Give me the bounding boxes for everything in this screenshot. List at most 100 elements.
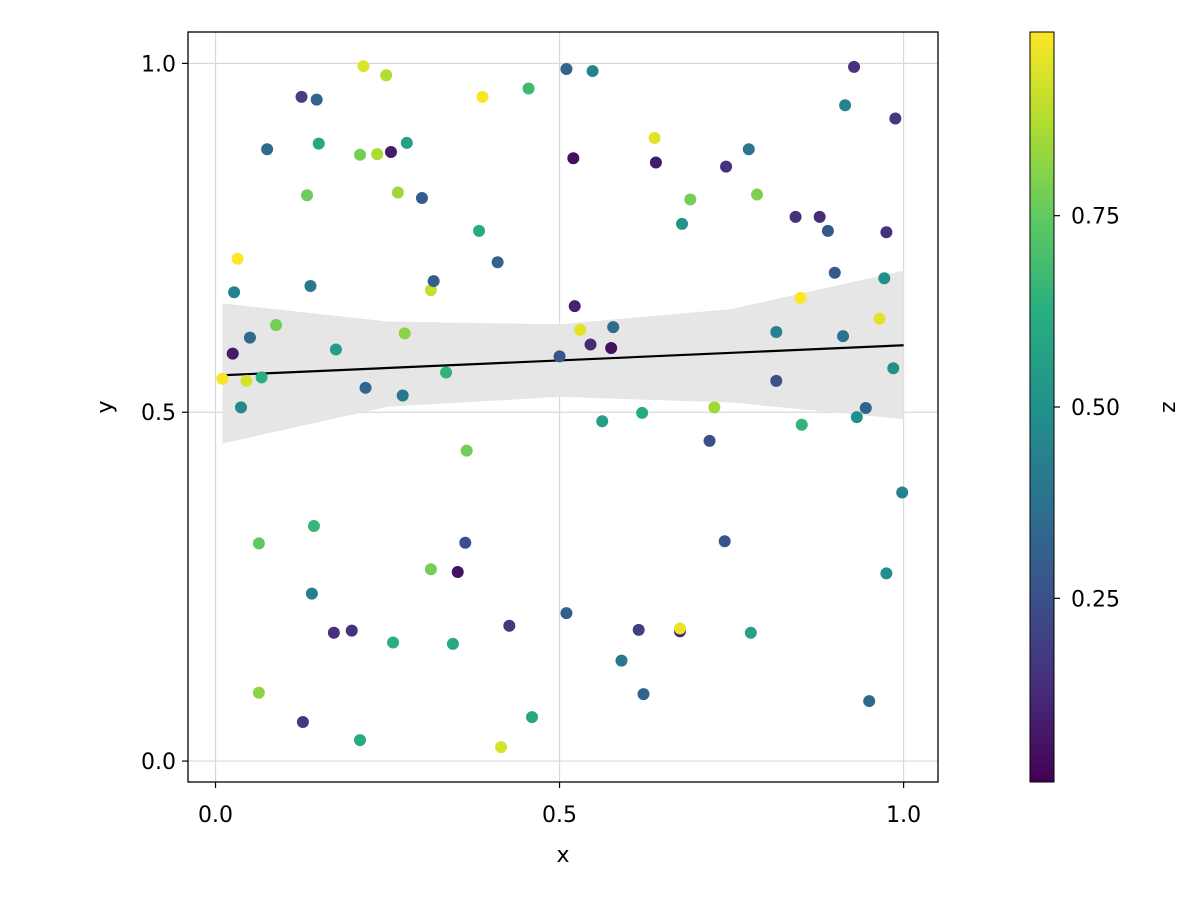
data-point: [359, 381, 372, 394]
data-point: [684, 193, 697, 206]
data-point: [396, 389, 409, 402]
data-point: [307, 519, 320, 532]
data-point: [503, 619, 516, 632]
data-point: [720, 160, 733, 173]
data-point: [896, 486, 909, 499]
data-point: [553, 350, 566, 363]
y-tick-label: 0.0: [141, 750, 176, 775]
data-point: [459, 536, 472, 549]
y-axis: 0.0 0.5 1.0: [141, 52, 188, 775]
data-point: [252, 686, 265, 699]
x-tick-label: 0.0: [198, 803, 233, 828]
colorbar-tick-label: 0.75: [1071, 205, 1120, 230]
data-point: [889, 112, 902, 125]
data-point: [813, 210, 826, 223]
data-point: [567, 152, 580, 165]
data-point: [837, 330, 850, 343]
data-point: [354, 148, 367, 161]
data-point: [451, 566, 464, 578]
data-point: [708, 401, 721, 414]
data-point: [301, 189, 314, 202]
data-point: [424, 563, 437, 576]
data-point: [568, 300, 581, 313]
data-point: [526, 711, 539, 724]
data-point: [586, 65, 599, 78]
colorbar-tick-label: 0.25: [1071, 587, 1120, 612]
data-points: [216, 60, 909, 754]
data-point: [522, 82, 535, 95]
data-point: [615, 654, 628, 667]
data-point: [371, 148, 384, 161]
data-point: [795, 418, 808, 431]
data-point: [304, 279, 317, 292]
data-point: [476, 90, 489, 103]
data-point: [231, 252, 244, 265]
data-point: [460, 444, 473, 457]
data-point: [607, 321, 620, 334]
data-point: [887, 362, 900, 375]
data-point: [718, 535, 731, 548]
data-point: [596, 415, 609, 428]
data-point: [424, 284, 437, 297]
data-point: [234, 401, 247, 414]
data-point: [859, 402, 872, 415]
data-point: [345, 624, 358, 637]
data-point: [440, 366, 453, 379]
data-point: [312, 137, 325, 150]
data-point: [261, 143, 274, 156]
data-point: [863, 695, 876, 708]
data-point: [427, 275, 440, 288]
data-point: [216, 372, 229, 385]
data-point: [240, 374, 253, 387]
x-tick-label: 0.5: [542, 803, 577, 828]
data-point: [828, 266, 841, 279]
data-point: [673, 622, 686, 635]
data-point: [255, 371, 268, 384]
data-point: [880, 567, 893, 580]
data-point: [305, 587, 318, 600]
y-tick-label: 0.5: [141, 401, 176, 426]
y-axis-label: y: [93, 400, 118, 413]
data-point: [329, 343, 342, 356]
data-point: [632, 623, 645, 636]
data-point: [310, 93, 323, 106]
data-point: [770, 326, 783, 338]
data-point: [703, 434, 716, 447]
data-point: [473, 224, 486, 237]
data-point: [357, 60, 370, 73]
data-point: [560, 607, 573, 620]
data-point: [878, 272, 891, 285]
x-axis: 0.0 0.5 1.0: [198, 782, 921, 828]
data-point: [380, 69, 393, 82]
data-point: [327, 626, 340, 639]
data-point: [770, 374, 783, 387]
data-point: [391, 186, 404, 199]
colorbar-label: z: [1157, 401, 1182, 413]
data-point: [880, 226, 893, 239]
data-point: [354, 734, 367, 747]
data-point: [742, 143, 755, 156]
data-point: [228, 286, 241, 299]
data-point: [491, 256, 504, 269]
colorbar: [1029, 31, 1055, 783]
data-point: [751, 188, 764, 201]
data-point: [637, 688, 650, 701]
data-point: [584, 338, 597, 351]
data-point: [296, 716, 309, 728]
data-point: [446, 637, 459, 650]
data-point: [252, 537, 265, 550]
data-point: [649, 156, 662, 169]
data-point: [636, 406, 649, 419]
data-point: [676, 217, 689, 230]
data-point: [295, 90, 308, 103]
data-point: [243, 331, 256, 344]
data-point: [873, 312, 886, 325]
data-point: [794, 291, 807, 304]
data-point: [270, 319, 283, 332]
data-point: [744, 626, 757, 639]
y-tick-label: 1.0: [141, 52, 176, 77]
colorbar-tick-label: 0.50: [1071, 396, 1120, 421]
data-point: [415, 192, 428, 205]
data-point: [789, 210, 802, 223]
